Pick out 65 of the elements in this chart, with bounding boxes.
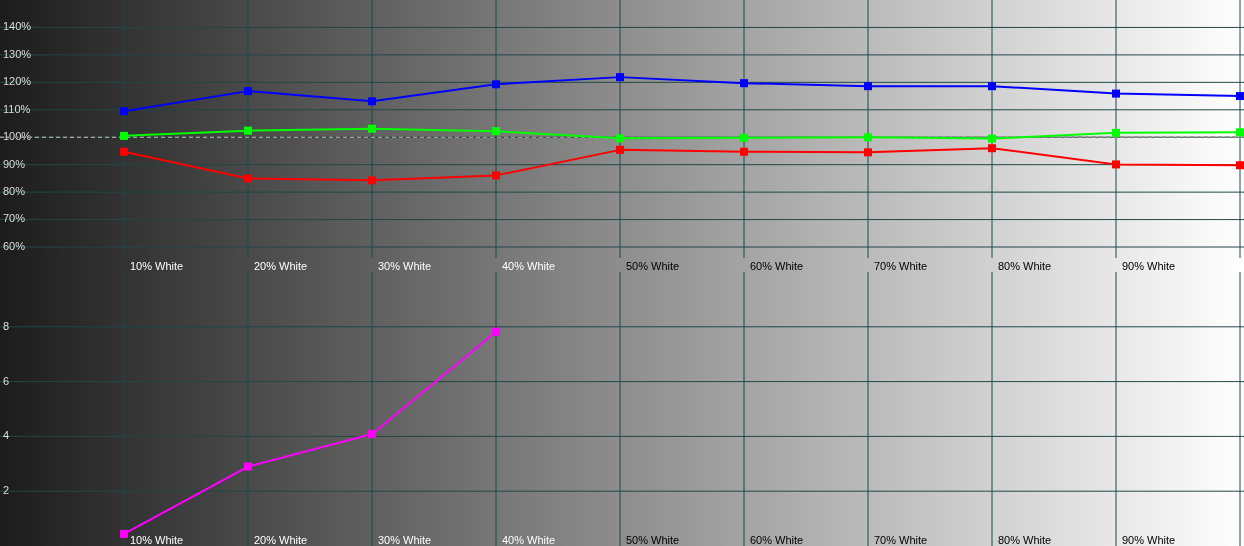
y-tick-label: 140% (3, 20, 32, 33)
point (492, 327, 500, 336)
x-tick-label: 30% White (378, 260, 432, 272)
y-tick-label: 130% (3, 47, 32, 60)
x-tick-label: 30% White (378, 534, 432, 546)
y-tick-label: 8 (3, 319, 10, 332)
point (368, 124, 376, 133)
x-tick-label: 10% White (130, 260, 184, 272)
y-tick-label: 70% (3, 212, 26, 225)
point (120, 131, 128, 140)
x-tick-label: 70% White (874, 534, 928, 546)
y-tick-label: 2 (3, 484, 10, 497)
point (864, 82, 872, 91)
x-tick-label: 60% White (750, 534, 804, 546)
x-tick-label: 60% White (750, 260, 804, 272)
x-tick-label: 20% White (254, 260, 308, 272)
point (616, 145, 624, 154)
y-tick-label: 4 (3, 429, 10, 442)
y-tick-label: 90% (3, 157, 26, 170)
point (616, 134, 624, 143)
x-tick-label: 70% White (874, 260, 928, 272)
y-tick-label: 6 (3, 374, 10, 387)
y-tick-label: 60% (3, 239, 26, 252)
point (244, 126, 252, 135)
point (368, 429, 376, 438)
point (988, 82, 996, 91)
x-tick-label: 40% White (502, 260, 556, 272)
y-tick-label: 110% (3, 102, 31, 115)
point (1112, 128, 1120, 137)
point (1236, 128, 1244, 137)
point (864, 133, 872, 142)
point (740, 79, 748, 88)
point (492, 171, 500, 180)
y-tick-label: 120% (3, 75, 32, 88)
x-tick-label: 80% White (998, 260, 1052, 272)
point (492, 127, 500, 136)
point (740, 147, 748, 156)
point (244, 174, 252, 183)
point (368, 97, 376, 106)
point (120, 529, 128, 538)
point (864, 148, 872, 157)
x-tick-label: 10% White (130, 534, 184, 546)
y-tick-label: 100% (3, 130, 32, 143)
x-tick-label: 40% White (502, 534, 556, 546)
point (244, 87, 252, 96)
x-tick-label: 80% White (998, 534, 1052, 546)
point (988, 134, 996, 143)
point (492, 80, 500, 89)
point (120, 107, 128, 116)
y-tick-label: 80% (3, 185, 26, 198)
point (988, 144, 996, 153)
point (368, 176, 376, 185)
point (740, 133, 748, 142)
point (1236, 161, 1244, 170)
point (616, 73, 624, 82)
point (1236, 92, 1244, 101)
point (120, 147, 128, 156)
x-tick-label: 90% White (1122, 260, 1176, 272)
x-tick-label: 50% White (626, 534, 680, 546)
x-tick-label: 50% White (626, 260, 680, 272)
x-tick-label: 20% White (254, 534, 308, 546)
point (1112, 89, 1120, 98)
x-tick-label: 90% White (1122, 534, 1176, 546)
point (1112, 160, 1120, 169)
point (244, 462, 252, 471)
